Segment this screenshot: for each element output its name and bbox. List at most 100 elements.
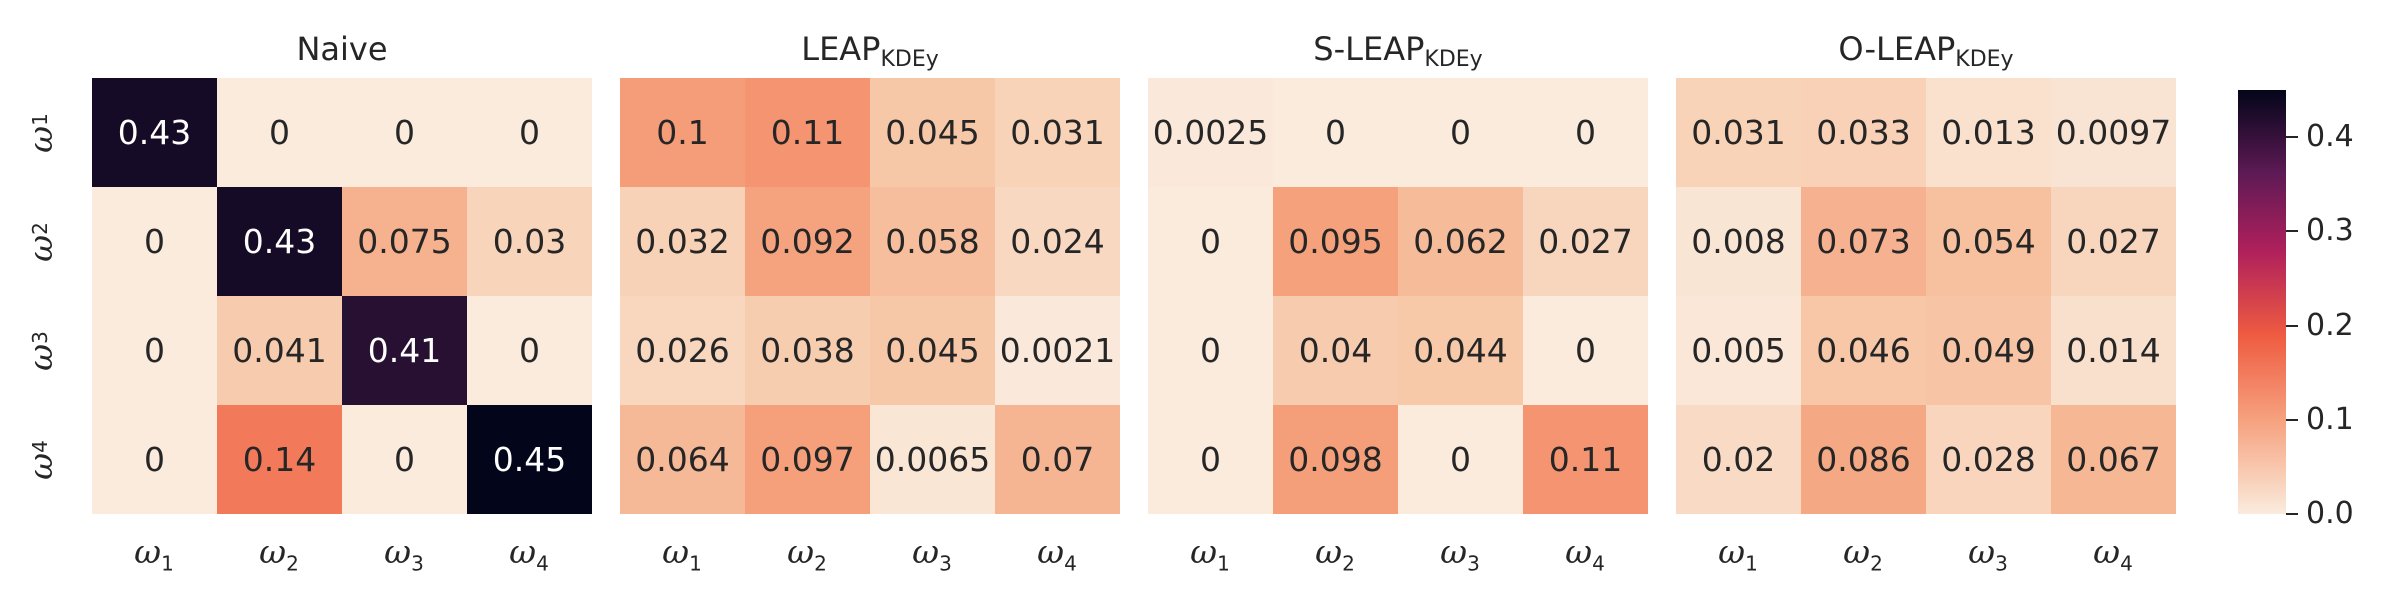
heatmap-cell: 0.092 — [745, 187, 870, 296]
heatmap-cell: 0.049 — [1926, 296, 2051, 405]
colorbar-tick — [2286, 230, 2298, 233]
heatmap-cell: 0 — [342, 405, 467, 514]
heatmap-cell: 0.032 — [620, 187, 745, 296]
heatmap-cell: 0.027 — [2051, 187, 2176, 296]
x-tick-label: ω3 — [1440, 532, 1480, 576]
heatmap-cell: 0 — [1523, 78, 1648, 187]
heatmap-cell: 0.026 — [620, 296, 745, 405]
heatmap-cell: 0.031 — [1676, 78, 1801, 187]
colorbar-tick-label: 0.0 — [2306, 496, 2354, 531]
heatmap-cell: 0 — [1148, 405, 1273, 514]
heatmap-cell: 0.008 — [1676, 187, 1801, 296]
heatmap-cell: 0.014 — [2051, 296, 2176, 405]
heatmap-cell: 0.046 — [1801, 296, 1926, 405]
heatmap-cell: 0.013 — [1926, 78, 2051, 187]
heatmap-cell: 0.45 — [467, 405, 592, 514]
heatmap-cell: 0.054 — [1926, 187, 2051, 296]
x-tick-label: ω3 — [384, 532, 424, 576]
colorbar-tick — [2286, 513, 2298, 515]
heatmap-cell: 0.067 — [2051, 405, 2176, 514]
heatmap-cell: 0.086 — [1801, 405, 1926, 514]
heatmap-cell: 0.038 — [745, 296, 870, 405]
heatmap-cell: 0 — [1398, 78, 1523, 187]
heatmap-cell: 0.03 — [467, 187, 592, 296]
heatmap-cell: 0.095 — [1273, 187, 1398, 296]
heatmap-cell: 0.027 — [1523, 187, 1648, 296]
heatmap-cell: 0.097 — [745, 405, 870, 514]
x-tick-label: ω2 — [259, 532, 299, 576]
x-tick-label: ω2 — [1315, 532, 1355, 576]
heatmap-cell: 0.098 — [1273, 405, 1398, 514]
heatmap-cell: 0.005 — [1676, 296, 1801, 405]
heatmap-panel: 0.031 0.033 0.013 0.0097 0.008 0.073 0.054 0.02… — [1676, 78, 2176, 514]
heatmap-cell: 0.075 — [342, 187, 467, 296]
x-tick-label: ω2 — [787, 532, 827, 576]
colorbar — [2238, 90, 2286, 514]
colorbar-tick-label: 0.3 — [2306, 213, 2354, 249]
x-tick-label: ω3 — [1968, 532, 2008, 576]
heatmap-cell: 0.064 — [620, 405, 745, 514]
heatmap-cell: 0.07 — [995, 405, 1120, 514]
x-tick-label: ω4 — [509, 532, 549, 576]
colorbar-tick-label: 0.2 — [2306, 307, 2354, 343]
x-tick-label: ω1 — [1190, 532, 1230, 576]
heatmap-cell: 0.04 — [1273, 296, 1398, 405]
x-tick-label: ω1 — [1718, 532, 1758, 576]
heatmap-cell: 0 — [467, 296, 592, 405]
heatmap-panel: 0.0025 0 0 0 0 0.095 0.062 0.027 0 0.04 0.044 0 0 0.0… — [1148, 78, 1648, 514]
x-tick-label: ω2 — [1843, 532, 1883, 576]
heatmap-cell: 0 — [1273, 78, 1398, 187]
heatmap-cell: 0.43 — [217, 187, 342, 296]
colorbar-tick — [2286, 324, 2298, 327]
panel-title-subscript: KDEy — [880, 47, 939, 72]
heatmap-cell: 0 — [92, 296, 217, 405]
colorbar-tick — [2286, 418, 2298, 421]
heatmap-cell: 0 — [92, 187, 217, 296]
heatmap-cell: 0.058 — [870, 187, 995, 296]
heatmap-cell: 0.028 — [1926, 405, 2051, 514]
heatmap-cell: 0 — [1148, 296, 1273, 405]
panel-title: O-LEAPKDEy — [1676, 30, 2176, 74]
heatmap-cell: 0.1 — [620, 78, 745, 187]
heatmap-cell: 0.062 — [1398, 187, 1523, 296]
heatmap-cell: 0 — [467, 78, 592, 187]
heatmap-cell: 0.14 — [217, 405, 342, 514]
heatmap-cell: 0.045 — [870, 296, 995, 405]
heatmap-cell: 0.41 — [342, 296, 467, 405]
heatmap-cell: 0 — [1148, 187, 1273, 296]
heatmap-panel: 0.1 0.11 0.045 0.031 0.032 0.092 0.058 0.024 0.0… — [620, 78, 1120, 514]
x-tick-label: ω4 — [1037, 532, 1077, 576]
heatmap-cell: 0 — [1398, 405, 1523, 514]
heatmap-cell: 0.43 — [92, 78, 217, 187]
heatmap-cell: 0.02 — [1676, 405, 1801, 514]
x-tick-label: ω4 — [2093, 532, 2133, 576]
heatmap-cell: 0.031 — [995, 78, 1120, 187]
heatmap-cell: 0 — [217, 78, 342, 187]
heatmap-cell: 0.0065 — [870, 405, 995, 514]
panel-title: LEAPKDEy — [620, 30, 1120, 74]
panel-title-main: LEAP — [801, 30, 881, 68]
heatmap-cell: 0.0025 — [1148, 78, 1273, 187]
heatmap-cell: 0.033 — [1801, 78, 1926, 187]
panel-title: Naive — [92, 30, 592, 74]
panel-title-main: Naive — [296, 30, 388, 68]
heatmap-cell: 0.0021 — [995, 296, 1120, 405]
panel-title-subscript: KDEy — [1424, 47, 1483, 72]
heatmap-cell: 0.11 — [1523, 405, 1648, 514]
colorbar-tick — [2286, 136, 2298, 139]
heatmap-cell: 0.0097 — [2051, 78, 2176, 187]
heatmap-cell: 0 — [92, 405, 217, 514]
x-tick-label: ω3 — [912, 532, 952, 576]
panel-title-main: O-LEAP — [1838, 30, 1956, 68]
panel-title-main: S-LEAP — [1313, 30, 1425, 68]
heatmap-cell: 0 — [1523, 296, 1648, 405]
heatmap-cell: 0.041 — [217, 296, 342, 405]
heatmap-cell: 0.11 — [745, 78, 870, 187]
heatmap-cell: 0 — [342, 78, 467, 187]
panel-title: S-LEAPKDEy — [1148, 30, 1648, 74]
panel-title-subscript: KDEy — [1955, 47, 2014, 72]
